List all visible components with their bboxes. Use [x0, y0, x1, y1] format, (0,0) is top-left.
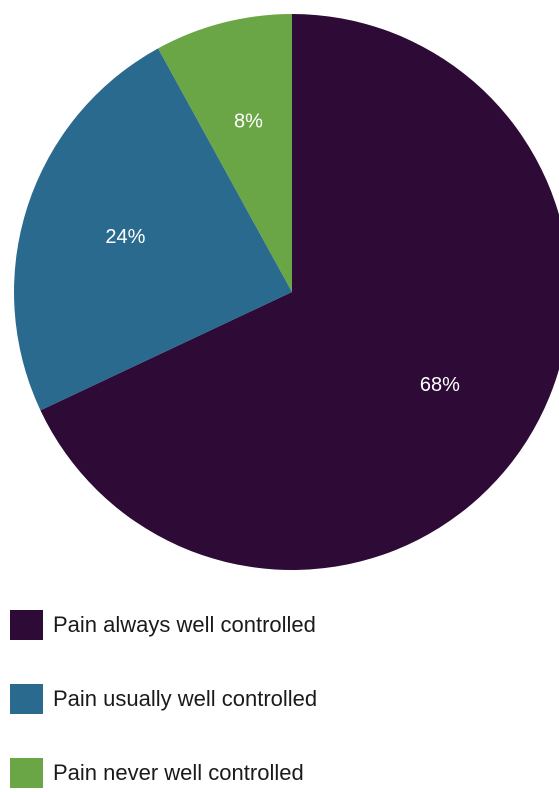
slice-value-label-never: 8% — [234, 111, 263, 133]
slice-value-label-usually: 24% — [105, 226, 145, 248]
legend-swatch-never — [10, 758, 43, 788]
legend-swatch-usually — [10, 684, 43, 714]
pie-slice-always — [40, 14, 559, 570]
legend-swatch-always — [10, 610, 43, 640]
chart-legend: Pain always well controlled Pain usually … — [10, 606, 317, 792]
pie-slice-usually — [13, 48, 292, 411]
pie-slice-never — [158, 14, 292, 292]
legend-item-never: Pain never well controlled — [10, 754, 317, 792]
pie-chart: 68% 24% 8% — [13, 14, 559, 570]
slice-value-label-always: 68% — [420, 374, 460, 396]
legend-item-usually: Pain usually well controlled — [10, 680, 317, 718]
legend-label-always: Pain always well controlled — [53, 612, 316, 637]
pie-slices — [13, 14, 559, 570]
pie-value-labels: 68% 24% 8% — [105, 111, 460, 396]
legend-item-always: Pain always well controlled — [10, 606, 317, 644]
legend-label-usually: Pain usually well controlled — [53, 686, 318, 711]
legend-label-never: Pain never well controlled — [53, 760, 304, 785]
